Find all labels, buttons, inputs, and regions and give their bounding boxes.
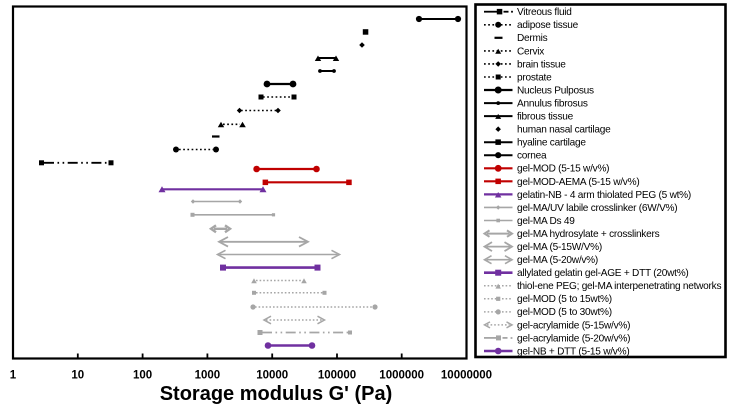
- svg-text:Nucleus Pulposus: Nucleus Pulposus: [517, 85, 594, 96]
- svg-text:gel-MOD-AEMA (5-15 w/v%): gel-MOD-AEMA (5-15 w/v%): [517, 177, 639, 188]
- svg-text:gel-NB + DTT (5-15 w/v%): gel-NB + DTT (5-15 w/v%): [517, 346, 629, 357]
- svg-text:gel-acrylamide (5-20w/v%): gel-acrylamide (5-20w/v%): [517, 333, 630, 344]
- svg-text:gel-MOD (5 to 15wt%): gel-MOD (5 to 15wt%): [517, 294, 612, 305]
- svg-text:thiol-ene PEG; gel-MA interpen: thiol-ene PEG; gel-MA interpenetrating n…: [517, 281, 721, 292]
- svg-text:Vitreous fluid: Vitreous fluid: [517, 7, 572, 18]
- svg-text:cornea: cornea: [517, 151, 547, 162]
- svg-text:gel-MOD (5 to 30wt%): gel-MOD (5 to 30wt%): [517, 307, 612, 318]
- svg-text:allylated gelatin gel-AGE + DT: allylated gelatin gel-AGE + DTT (20wt%): [517, 268, 689, 279]
- svg-text:1: 1: [10, 369, 17, 381]
- svg-text:fibrous tissue: fibrous tissue: [517, 112, 574, 123]
- svg-text:gel-MA Ds 49: gel-MA Ds 49: [517, 216, 575, 227]
- svg-text:gelatin-NB - 4 arm thiolated P: gelatin-NB - 4 arm thiolated PEG (5 wt%): [517, 190, 691, 201]
- svg-text:gel-MA/UV labile crosslinker (: gel-MA/UV labile crosslinker (6W/V%): [517, 203, 677, 214]
- svg-text:10000000: 10000000: [441, 369, 492, 381]
- svg-text:gel-MA (5-20w/v%): gel-MA (5-20w/v%): [517, 255, 598, 266]
- svg-text:Cervix: Cervix: [517, 46, 544, 57]
- svg-text:adipose tissue: adipose tissue: [517, 20, 579, 31]
- svg-text:brain tissue: brain tissue: [517, 59, 566, 70]
- svg-text:gel-MA (5-15W/V%): gel-MA (5-15W/V%): [517, 242, 602, 253]
- svg-text:100: 100: [133, 369, 152, 381]
- svg-text:human nasal cartilage: human nasal cartilage: [517, 125, 611, 136]
- svg-text:1000000: 1000000: [379, 369, 424, 381]
- svg-text:gel-MOD (5-15 w/v%): gel-MOD (5-15 w/v%): [517, 164, 609, 175]
- svg-text:100000: 100000: [318, 369, 356, 381]
- svg-text:10000: 10000: [256, 369, 288, 381]
- svg-text:gel-acrylamide (5-15w/v%): gel-acrylamide (5-15w/v%): [517, 320, 630, 331]
- svg-text:Dermis: Dermis: [517, 33, 548, 44]
- svg-text:prostate: prostate: [517, 72, 552, 83]
- svg-text:Storage modulus G' (Pa): Storage modulus G' (Pa): [160, 383, 393, 405]
- svg-text:gel-MA hydrosylate + crosslink: gel-MA hydrosylate + crosslinkers: [517, 229, 660, 240]
- svg-text:1000: 1000: [195, 369, 221, 381]
- svg-text:10: 10: [71, 369, 84, 381]
- svg-text:Annulus fibrosus: Annulus fibrosus: [517, 99, 588, 110]
- svg-text:hyaline cartilage: hyaline cartilage: [517, 138, 586, 149]
